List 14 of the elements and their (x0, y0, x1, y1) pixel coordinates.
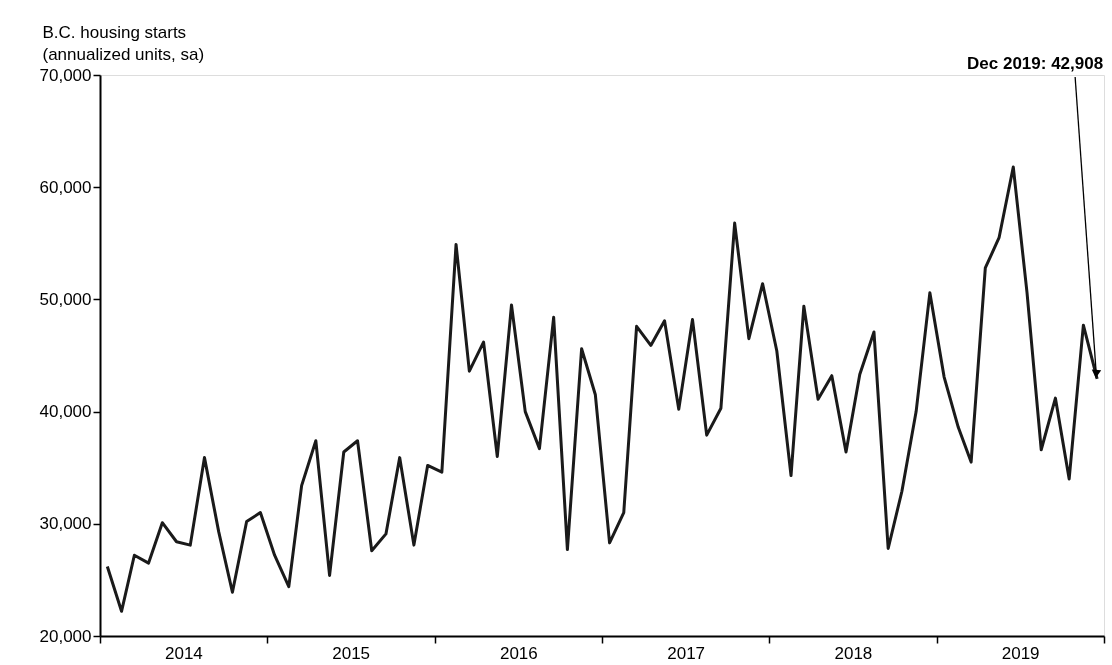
x-tick-label: 2015 (332, 643, 371, 663)
y-tick-label: 30,000 (39, 514, 92, 534)
x-tick-label: 2016 (499, 643, 538, 663)
x-tick-label: 2019 (1001, 643, 1040, 663)
y-tick-label: 70,000 (39, 65, 92, 85)
y-tick-label: 50,000 (39, 289, 92, 309)
y-tick-label: 40,000 (39, 402, 92, 422)
x-tick-label: 2018 (834, 643, 873, 663)
x-tick-label: 2014 (164, 643, 203, 663)
y-tick-label: 20,000 (39, 626, 92, 646)
x-tick-label: 2017 (667, 643, 706, 663)
annotation: Dec 2019: 42,908 (967, 54, 1104, 73)
y-axis-title: B.C. housing starts (annualized units, sa) (42, 22, 205, 64)
y-tick-label: 60,000 (39, 177, 92, 197)
